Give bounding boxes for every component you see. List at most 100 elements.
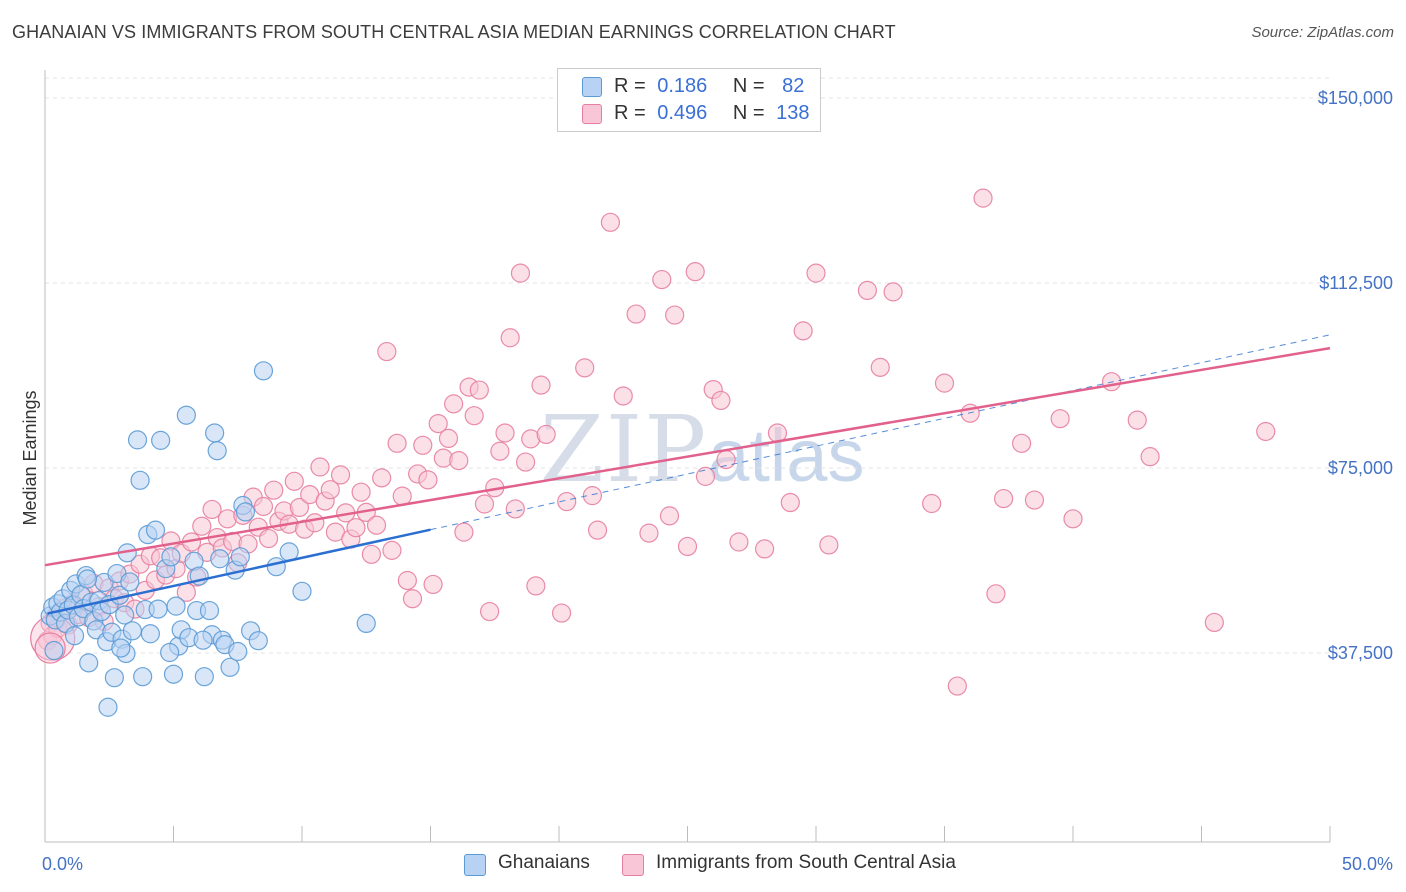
r-value: 0.496 xyxy=(657,102,708,124)
ghanaian-point-41 xyxy=(151,430,171,450)
immigrant-point-95 xyxy=(515,452,536,472)
immigrant-point-104 xyxy=(587,520,608,540)
r-label: R = xyxy=(614,75,646,97)
ghanaian-point-48 xyxy=(176,405,196,425)
ghanaians-swatch xyxy=(582,77,602,97)
immigrants-swatch xyxy=(582,104,602,124)
x-tick-label-0: 0.0% xyxy=(42,854,83,874)
immigrant-point-63 xyxy=(351,482,371,502)
immigrant-point-124 xyxy=(857,280,878,300)
immigrants-stats: R = 0.496 N = 138 xyxy=(614,102,810,125)
axis-layer xyxy=(44,70,1331,843)
immigrant-point-128 xyxy=(934,373,955,393)
immigrant-point-62 xyxy=(346,518,366,538)
immigrant-point-86 xyxy=(469,380,489,400)
immigrant-trend-line xyxy=(44,346,1331,567)
immigrant-point-76 xyxy=(418,470,438,490)
y-axis-title: Median Earnings xyxy=(20,390,40,525)
immigrant-point-121 xyxy=(793,321,813,341)
immigrant-point-67 xyxy=(372,468,392,488)
watermark-zip: ZIP xyxy=(540,396,709,503)
trend-layer xyxy=(44,334,1331,615)
ghanaian-point-32 xyxy=(122,621,142,641)
ghanaian-point-39 xyxy=(145,520,166,540)
pink-points-layer xyxy=(30,188,1276,696)
ghanaian-point-57 xyxy=(207,441,227,461)
ghanaian-point-43 xyxy=(161,547,181,567)
ghanaian-point-31 xyxy=(120,572,140,592)
immigrant-point-108 xyxy=(639,523,659,543)
immigrant-point-139 xyxy=(1140,447,1160,467)
immigrant-point-118 xyxy=(754,539,775,559)
immigrant-point-99 xyxy=(536,424,556,445)
immigrant-point-120 xyxy=(780,492,800,513)
ghanaian-point-53 xyxy=(194,667,214,687)
immigrant-point-98 xyxy=(531,375,551,395)
immigrant-point-132 xyxy=(986,584,1006,604)
immigrant-point-126 xyxy=(883,282,903,302)
immigrant-point-141 xyxy=(1256,421,1276,442)
ghanaian-point-68 xyxy=(248,631,268,651)
label-layer: $37,500 $75,000 $112,500 $150,000 0.0% 50.0% M… xyxy=(20,88,1393,874)
immigrant-point-133 xyxy=(1011,433,1032,453)
legend-label-immigrants: Immigrants from South Central Asia xyxy=(656,852,956,873)
ghanaian-trend-line xyxy=(47,528,431,615)
legend-label-ghanaians: Ghanaians xyxy=(498,852,590,873)
immigrant-point-101 xyxy=(557,491,577,512)
ghanaian-point-35 xyxy=(133,667,153,687)
ghanaian-point-73 xyxy=(356,613,376,634)
series-legend: Ghanaians Immigrants from South Central … xyxy=(0,852,1406,878)
immigrant-point-97 xyxy=(526,576,546,596)
immigrant-point-85 xyxy=(464,406,484,426)
ghanaian-point-64 xyxy=(230,547,250,567)
immigrant-point-113 xyxy=(685,262,705,282)
immigrant-point-102 xyxy=(575,358,595,378)
x-tick-label-1: 50.0% xyxy=(1342,854,1393,874)
immigrant-point-72 xyxy=(397,570,417,591)
immigrant-point-57 xyxy=(320,480,340,500)
immigrant-point-123 xyxy=(819,535,839,555)
legend-swatch-ghanaians xyxy=(464,854,486,876)
ghanaian-point-15 xyxy=(79,653,99,673)
immigrant-point-69 xyxy=(382,540,402,560)
legend-swatch-immigrants xyxy=(622,854,644,876)
immigrant-point-122 xyxy=(806,263,826,283)
ghanaian-point-25 xyxy=(104,668,124,688)
immigrant-point-55 xyxy=(310,457,330,477)
chart-title: GHANAIAN VS IMMIGRANTS FROM SOUTH CENTRA… xyxy=(12,22,896,42)
ghanaian-point-75 xyxy=(64,626,85,646)
n-label: N = xyxy=(732,102,765,124)
ghanaian-point-63 xyxy=(228,641,248,662)
immigrant-point-75 xyxy=(413,435,433,455)
immigrant-point-107 xyxy=(626,304,646,324)
immigrant-point-100 xyxy=(551,603,572,623)
immigrant-point-83 xyxy=(454,522,474,542)
immigrant-point-131 xyxy=(973,188,993,208)
immigrant-point-73 xyxy=(402,589,423,609)
immigrant-point-106 xyxy=(613,386,633,406)
ghanaian-point-78 xyxy=(77,569,98,589)
ghanaian-point-79 xyxy=(111,638,131,658)
immigrant-point-115 xyxy=(711,390,731,411)
immigrant-point-92 xyxy=(500,328,520,348)
immigrant-point-77 xyxy=(423,574,443,595)
ghanaian-point-56 xyxy=(205,423,225,443)
immigrant-point-117 xyxy=(729,532,749,552)
immigrant-point-109 xyxy=(652,269,672,290)
ghanaian-point-74 xyxy=(44,640,64,661)
blue-points-layer xyxy=(40,361,376,717)
stats-legend: R = 0.186 N = 82 R = 0.496 N = 138 xyxy=(557,68,821,132)
immigrant-point-94 xyxy=(510,263,531,283)
immigrant-point-32 xyxy=(192,516,212,536)
immigrant-point-111 xyxy=(665,305,685,325)
immigrant-point-91 xyxy=(495,423,515,443)
immigrant-point-71 xyxy=(392,486,412,506)
r-value: 0.186 xyxy=(657,75,708,97)
immigrant-point-142 xyxy=(994,488,1014,509)
immigrant-point-134 xyxy=(1024,490,1045,510)
ghanaian-point-70 xyxy=(266,557,286,577)
immigrant-point-90 xyxy=(490,441,510,461)
immigrant-point-140 xyxy=(1204,612,1224,633)
immigrant-point-65 xyxy=(361,544,381,564)
